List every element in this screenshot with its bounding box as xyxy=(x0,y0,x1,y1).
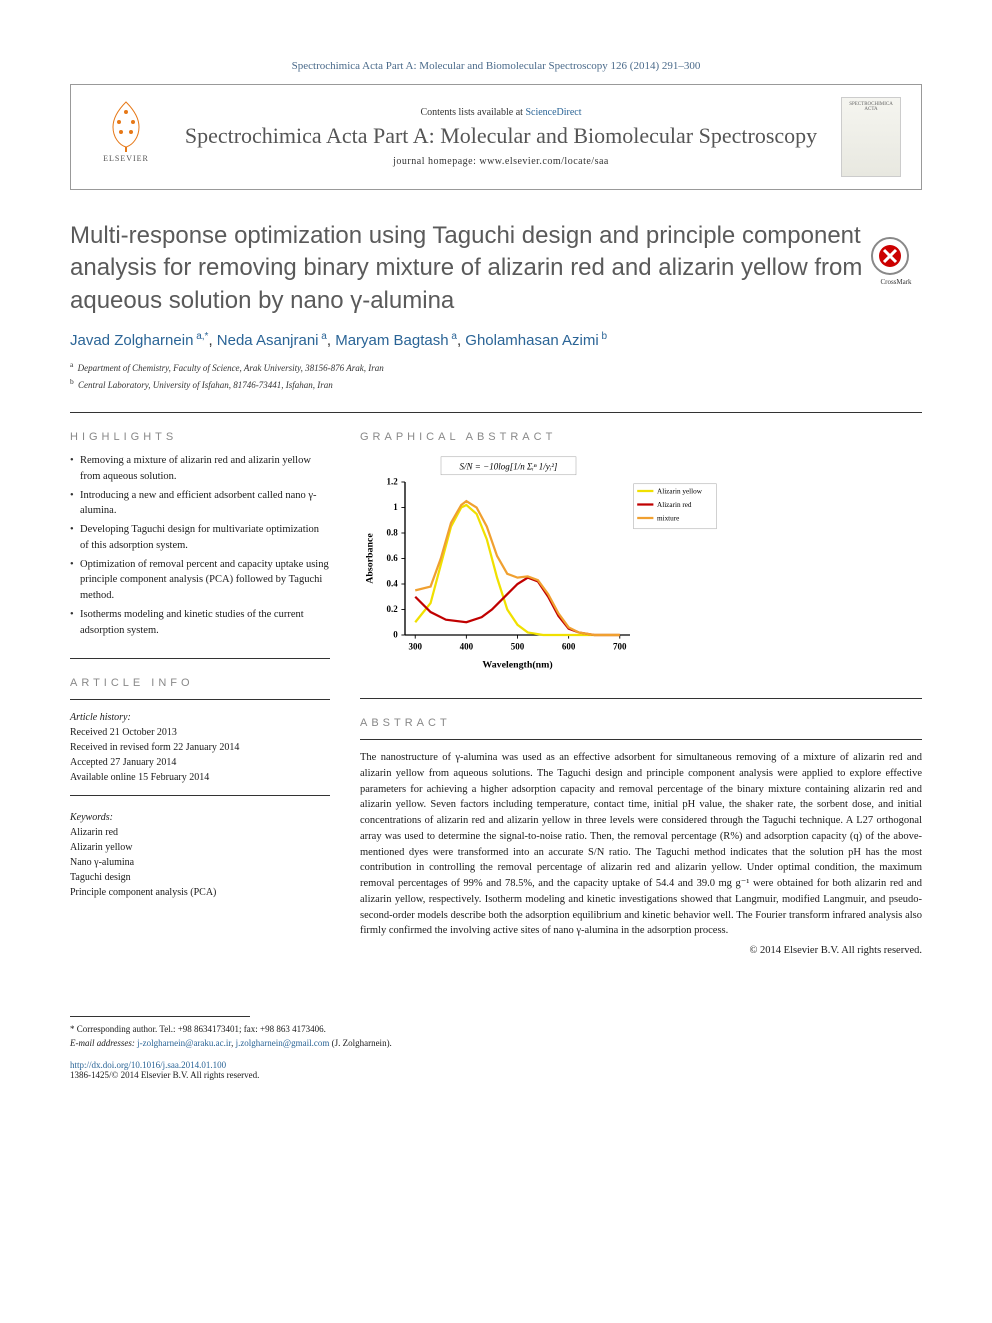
author: Javad Zolgharnein a,* xyxy=(70,332,208,349)
svg-text:0.8: 0.8 xyxy=(387,528,399,538)
affiliation-line: b Central Laboratory, University of Isfa… xyxy=(70,376,922,393)
publisher-name: ELSEVIER xyxy=(103,154,149,163)
doi-link[interactable]: http://dx.doi.org/10.1016/j.saa.2014.01.… xyxy=(70,1060,226,1070)
svg-text:Wavelength(nm): Wavelength(nm) xyxy=(482,660,552,671)
svg-text:0.2: 0.2 xyxy=(387,604,399,614)
crossmark-badge[interactable]: CrossMark xyxy=(870,236,922,288)
svg-text:Alizarin red: Alizarin red xyxy=(657,501,692,509)
svg-text:1: 1 xyxy=(393,502,398,512)
history-label: Article history: xyxy=(70,710,330,725)
svg-text:0.4: 0.4 xyxy=(387,579,399,589)
journal-header: ELSEVIER Contents lists available at Sci… xyxy=(70,84,922,190)
affiliation-line: a Department of Chemistry, Faculty of Sc… xyxy=(70,359,922,376)
elsevier-tree-icon xyxy=(101,97,151,152)
keywords-label: Keywords: xyxy=(70,810,330,825)
history-line: Available online 15 February 2014 xyxy=(70,770,330,785)
svg-text:0.6: 0.6 xyxy=(387,553,399,563)
issn-copyright: 1386-1425/© 2014 Elsevier B.V. All right… xyxy=(70,1070,922,1080)
contents-line: Contents lists available at ScienceDirec… xyxy=(181,107,821,118)
author: Maryam Bagtash a xyxy=(335,332,457,349)
abstract-text: The nanostructure of γ-alumina was used … xyxy=(360,750,922,939)
doi-line: http://dx.doi.org/10.1016/j.saa.2014.01.… xyxy=(70,1060,922,1070)
highlights-heading: HIGHLIGHTS xyxy=(70,431,330,443)
keyword: Taguchi design xyxy=(70,870,330,885)
author-link[interactable]: Neda Asanjrani xyxy=(217,332,319,349)
history-line: Received 21 October 2013 xyxy=(70,725,330,740)
svg-text:S/N = −10log[1/n Σᵢⁿ 1/yᵢ²]: S/N = −10log[1/n Σᵢⁿ 1/yᵢ²] xyxy=(460,462,558,472)
homepage-prefix: journal homepage: xyxy=(393,156,479,167)
sciencedirect-link[interactable]: ScienceDirect xyxy=(525,107,581,118)
abstract-heading: ABSTRACT xyxy=(360,717,922,729)
history-line: Accepted 27 January 2014 xyxy=(70,755,330,770)
highlight-item: Isotherms modeling and kinetic studies o… xyxy=(70,607,330,639)
author-link[interactable]: Maryam Bagtash xyxy=(335,332,448,349)
copyright-line: © 2014 Elsevier B.V. All rights reserved… xyxy=(360,945,922,956)
divider xyxy=(70,412,922,413)
author-affiliation-marker: a,* xyxy=(193,331,208,342)
divider xyxy=(360,698,922,699)
highlight-item: Introducing a new and efficient adsorben… xyxy=(70,488,330,520)
keyword: Alizarin red xyxy=(70,825,330,840)
email-link[interactable]: j.zolgharnein@gmail.com xyxy=(236,1038,330,1048)
divider xyxy=(70,699,330,700)
article-title: Multi-response optimization using Taguch… xyxy=(70,220,922,317)
history-line: Received in revised form 22 January 2014 xyxy=(70,740,330,755)
citation-line: Spectrochimica Acta Part A: Molecular an… xyxy=(70,60,922,72)
svg-text:600: 600 xyxy=(562,642,576,652)
svg-text:CrossMark: CrossMark xyxy=(880,278,912,286)
homepage-line: journal homepage: www.elsevier.com/locat… xyxy=(181,156,821,167)
corresponding-author: * Corresponding author. Tel.: +98 863417… xyxy=(70,1023,922,1050)
author-affiliation-marker: a xyxy=(319,331,327,342)
keyword: Principle component analysis (PCA) xyxy=(70,885,330,900)
author-ref: (J. Zolgharnein). xyxy=(332,1038,392,1048)
keyword: Alizarin yellow xyxy=(70,840,330,855)
graphical-abstract-heading: GRAPHICAL ABSTRACT xyxy=(360,431,922,443)
svg-text:500: 500 xyxy=(511,642,525,652)
homepage-url: www.elsevier.com/locate/saa xyxy=(479,156,608,167)
highlights-list: Removing a mixture of alizarin red and a… xyxy=(70,453,330,638)
corresponding-text: Corresponding author. Tel.: +98 86341734… xyxy=(77,1024,326,1034)
author: Neda Asanjrani a xyxy=(217,332,327,349)
svg-text:Alizarin yellow: Alizarin yellow xyxy=(657,488,703,496)
article-info: Article history: Received 21 October 201… xyxy=(70,710,330,900)
journal-name: Spectrochimica Acta Part A: Molecular an… xyxy=(181,122,821,151)
svg-text:400: 400 xyxy=(460,642,474,652)
author-affiliation-marker: b xyxy=(599,331,607,342)
footer-divider xyxy=(70,1016,250,1017)
contents-prefix: Contents lists available at xyxy=(420,107,525,118)
svg-text:Absorbance: Absorbance xyxy=(365,533,376,584)
divider xyxy=(360,739,922,740)
author-link[interactable]: Javad Zolgharnein xyxy=(70,332,193,349)
authors-line: Javad Zolgharnein a,*, Neda Asanjrani a,… xyxy=(70,331,922,349)
email-label: E-mail addresses: xyxy=(70,1038,135,1048)
svg-text:300: 300 xyxy=(408,642,422,652)
graphical-abstract-chart: S/N = −10log[1/n Σᵢⁿ 1/yᵢ²] 300 400 500 600 7… xyxy=(360,453,922,678)
divider xyxy=(70,795,330,796)
svg-text:mixture: mixture xyxy=(657,515,679,523)
elsevier-logo: ELSEVIER xyxy=(91,97,161,177)
highlight-item: Optimization of removal percent and capa… xyxy=(70,557,330,604)
author-link[interactable]: Gholamhasan Azimi xyxy=(465,332,598,349)
svg-text:0: 0 xyxy=(393,630,398,640)
article-info-heading: ARTICLE INFO xyxy=(70,677,330,689)
highlight-item: Developing Taguchi design for multivaria… xyxy=(70,522,330,554)
author: Gholamhasan Azimi b xyxy=(465,332,607,349)
highlight-item: Removing a mixture of alizarin red and a… xyxy=(70,453,330,485)
author-affiliation-marker: a xyxy=(449,331,457,342)
journal-cover-thumbnail: SPECTROCHIMICA ACTA xyxy=(841,97,901,177)
svg-text:700: 700 xyxy=(613,642,627,652)
divider xyxy=(70,658,330,659)
affiliations: a Department of Chemistry, Faculty of Sc… xyxy=(70,359,922,392)
corresponding-marker: * xyxy=(70,1024,75,1034)
svg-text:1.2: 1.2 xyxy=(387,477,399,487)
email-link[interactable]: j-zolgharnein@araku.ac.ir xyxy=(137,1038,231,1048)
keyword: Nano γ-alumina xyxy=(70,855,330,870)
